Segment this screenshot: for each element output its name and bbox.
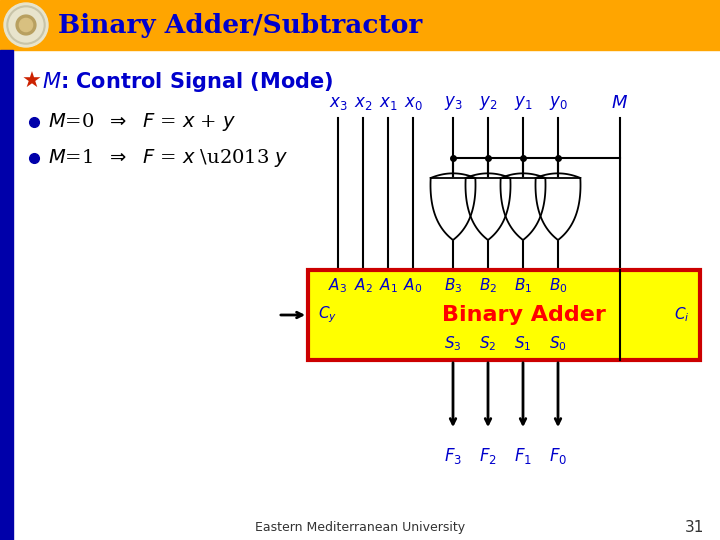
Text: $\mathit{F}_3$: $\mathit{F}_3$: [444, 446, 462, 466]
Text: $\mathit{C}_y$: $\mathit{C}_y$: [318, 305, 338, 325]
Text: Binary Adder/Subtractor: Binary Adder/Subtractor: [58, 12, 422, 37]
Text: $\mathit{x}_2$: $\mathit{x}_2$: [354, 94, 372, 112]
Text: $\mathit{A}_1$: $\mathit{A}_1$: [379, 276, 397, 295]
Text: $\mathit{B}_1$: $\mathit{B}_1$: [514, 276, 532, 295]
Text: $\mathit{y}_1$: $\mathit{y}_1$: [513, 94, 532, 112]
Bar: [0, 0, 720, 50]
Text: $\mathit{x}_0$: $\mathit{x}_0$: [403, 94, 423, 112]
Text: $\mathit{x}_1$: $\mathit{x}_1$: [379, 94, 397, 112]
Polygon shape: [431, 178, 475, 240]
Text: $\mathit{M}$=1  $\Rightarrow$  $\mathit{F}$ = $\mathit{x}$ \u2013 $\mathit{y}$: $\mathit{M}$=1 $\Rightarrow$ $\mathit{F}…: [48, 147, 289, 169]
Text: $\mathit{y}_0$: $\mathit{y}_0$: [549, 94, 567, 112]
Text: Eastern Mediterranean University: Eastern Mediterranean University: [255, 522, 465, 535]
Text: $\mathit{C}_i$: $\mathit{C}_i$: [674, 306, 690, 325]
Text: $\mathit{A}_2$: $\mathit{A}_2$: [354, 276, 372, 295]
Polygon shape: [500, 178, 546, 240]
Bar: [308, 270, 700, 360]
Text: $\mathit{F}_2$: $\mathit{F}_2$: [479, 446, 497, 466]
Polygon shape: [466, 178, 510, 240]
Bar: [0, 50, 13, 540]
Text: $\mathit{S}_2$: $\mathit{S}_2$: [480, 335, 497, 353]
Text: $\mathit{B}_3$: $\mathit{B}_3$: [444, 276, 462, 295]
Circle shape: [19, 18, 32, 32]
Text: $\mathit{y}_3$: $\mathit{y}_3$: [444, 94, 462, 112]
Text: $\mathit{S}_3$: $\mathit{S}_3$: [444, 335, 462, 353]
Circle shape: [4, 3, 48, 47]
Text: $\mathit{A}_0$: $\mathit{A}_0$: [403, 276, 423, 295]
Text: 31: 31: [685, 521, 705, 536]
Text: $\mathbf{\mathit{M}}$: $\mathbf{\mathit{M}}$: [611, 94, 629, 112]
Text: ★: ★: [22, 72, 42, 92]
Circle shape: [16, 15, 36, 35]
Text: $\mathit{S}_0$: $\mathit{S}_0$: [549, 335, 567, 353]
Polygon shape: [536, 178, 580, 240]
Text: $\mathit{F}_0$: $\mathit{F}_0$: [549, 446, 567, 466]
Text: Binary Adder: Binary Adder: [442, 305, 606, 325]
Text: $\mathit{M}$: Control Signal (Mode): $\mathit{M}$: Control Signal (Mode): [42, 70, 333, 94]
Text: $\mathit{B}_0$: $\mathit{B}_0$: [549, 276, 567, 295]
Text: $\mathit{F}_1$: $\mathit{F}_1$: [514, 446, 532, 466]
Text: $\mathit{y}_2$: $\mathit{y}_2$: [479, 94, 498, 112]
Text: $\mathit{M}$=0  $\Rightarrow$  $\mathit{F}$ = $\mathit{x}$ + $\mathit{y}$: $\mathit{M}$=0 $\Rightarrow$ $\mathit{F}…: [48, 111, 236, 133]
Text: $\mathit{B}_2$: $\mathit{B}_2$: [479, 276, 497, 295]
Text: $\mathit{S}_1$: $\mathit{S}_1$: [514, 335, 531, 353]
Text: $\mathit{x}_3$: $\mathit{x}_3$: [328, 94, 347, 112]
Text: $\mathit{A}_3$: $\mathit{A}_3$: [328, 276, 348, 295]
